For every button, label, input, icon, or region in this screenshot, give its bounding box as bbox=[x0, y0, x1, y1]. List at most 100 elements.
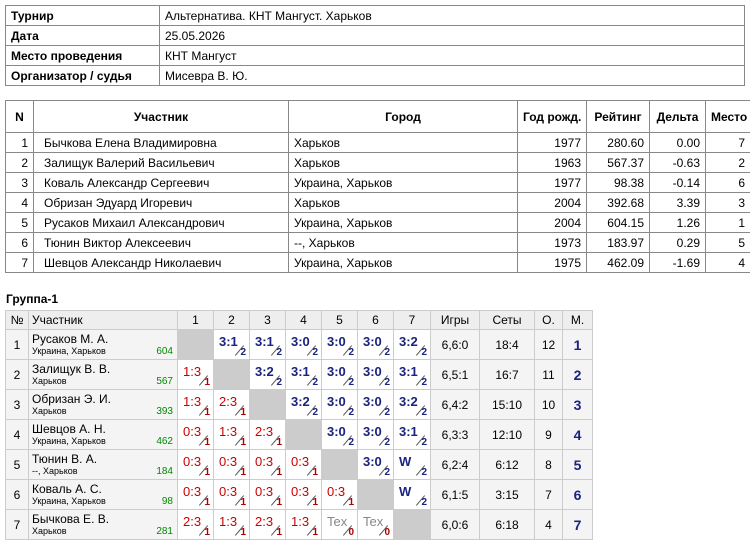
match-cell: 0:3 1 bbox=[177, 419, 214, 450]
match-points: 2 bbox=[421, 497, 427, 508]
match-score: 0:3 bbox=[183, 454, 202, 469]
match-score: 3:0 bbox=[327, 364, 346, 379]
info-row: Место проведения КНТ Мангуст bbox=[5, 45, 745, 66]
match-points: 0 bbox=[384, 527, 390, 538]
match-score: 3:0 bbox=[327, 424, 346, 439]
match-score: 1:3 bbox=[183, 394, 202, 409]
player-cell: 5 bbox=[705, 232, 750, 253]
participant-cell: Бычкова Е. В. Харьков 281 bbox=[28, 509, 178, 540]
match-score: 3:0 bbox=[363, 394, 382, 409]
group-title: Группа-1 bbox=[6, 292, 59, 306]
player-cell: Харьков bbox=[288, 132, 518, 153]
header-row: № Участник 1 2 3 4 5 6 7 Игры Сеты О. М. bbox=[5, 310, 593, 330]
match-cell: 0:3 1 bbox=[285, 449, 322, 480]
match-cell: Tex 0 bbox=[321, 509, 358, 540]
match-cell: 3:1 2 bbox=[213, 329, 250, 360]
player-cell: 0.00 bbox=[649, 132, 706, 153]
match-points: 1 bbox=[240, 467, 246, 478]
match-score: 0:3 bbox=[327, 484, 346, 499]
match-points: 1 bbox=[204, 497, 210, 508]
match-points: 2 bbox=[312, 407, 318, 418]
player-cell: 1.26 bbox=[649, 212, 706, 233]
match-points: 1 bbox=[312, 497, 318, 508]
participant-rating: 281 bbox=[156, 526, 173, 537]
participant-cell: Тюнин В. А. --, Харьков 184 bbox=[28, 449, 178, 480]
info-table: Турнир Альтернатива. КНТ Мангуст. Харьков… bbox=[5, 5, 745, 86]
points: 9 bbox=[534, 419, 563, 450]
row-number: 7 bbox=[5, 509, 29, 540]
player-cell: Обризан Эдуард Игоревич bbox=[33, 192, 289, 213]
participant-name: Обризан Э. И. bbox=[32, 391, 111, 406]
group-row: 6 Коваль А. С. Украина, Харьков 98 0:3 1 0:3 1 0… bbox=[5, 479, 593, 510]
match-cell: 1:3 1 bbox=[285, 509, 322, 540]
sets: 3:15 bbox=[479, 479, 535, 510]
match-points: 2 bbox=[348, 347, 354, 358]
match-cell: 3:0 2 bbox=[285, 329, 322, 360]
player-cell: 392.68 bbox=[586, 192, 650, 213]
match-score: 3:0 bbox=[363, 424, 382, 439]
player-cell: 2004 bbox=[517, 212, 587, 233]
match-points: 1 bbox=[204, 407, 210, 418]
match-points: 2 bbox=[276, 377, 282, 388]
group-table: № Участник 1 2 3 4 5 6 7 Игры Сеты О. М. 1 Русаков М. … bbox=[5, 310, 593, 540]
player-row: 7 Шевцов Александр Николаевич Украина, Хар… bbox=[5, 252, 750, 273]
player-cell: 0.29 bbox=[649, 232, 706, 253]
place: 3 bbox=[562, 389, 593, 420]
participant-cell: Русаков М. А. Украина, Харьков 604 bbox=[28, 329, 178, 360]
match-points: 2 bbox=[348, 377, 354, 388]
match-cell: 0:3 1 bbox=[249, 449, 286, 480]
match-score: 3:1 bbox=[291, 364, 310, 379]
participant-city: Украина, Харьков bbox=[32, 435, 106, 446]
group-row: 4 Шевцов А. Н. Украина, Харьков 462 0:3 1 1:3 1… bbox=[5, 419, 593, 450]
player-row: 1 Бычкова Елена Владимировна Харьков 1977 28… bbox=[5, 132, 750, 153]
match-points: 2 bbox=[312, 347, 318, 358]
info-label: Место проведения bbox=[5, 45, 160, 66]
place: 6 bbox=[562, 479, 593, 510]
match-cell: 3:0 2 bbox=[357, 419, 394, 450]
column-header: 7 bbox=[393, 310, 431, 330]
points: 7 bbox=[534, 479, 563, 510]
player-cell: Харьков bbox=[288, 152, 518, 173]
participant-rating: 98 bbox=[161, 496, 173, 507]
info-label: Дата bbox=[5, 25, 160, 46]
match-score: 3:0 bbox=[363, 334, 382, 349]
player-cell: 3 bbox=[705, 192, 750, 213]
match-cell: 3:0 2 bbox=[321, 359, 358, 390]
place: 7 bbox=[562, 509, 593, 540]
row-number: 5 bbox=[5, 449, 29, 480]
row-number: 3 bbox=[5, 389, 29, 420]
diagonal-cell bbox=[249, 389, 286, 420]
match-score: 3:0 bbox=[363, 364, 382, 379]
player-cell: 1963 bbox=[517, 152, 587, 173]
column-header: № bbox=[5, 310, 29, 330]
match-points: 1 bbox=[240, 407, 246, 418]
match-score: 3:2 bbox=[255, 364, 274, 379]
match-points: 1 bbox=[348, 497, 354, 508]
column-header: 2 bbox=[213, 310, 250, 330]
player-cell: 1973 bbox=[517, 232, 587, 253]
player-cell: Украина, Харьков bbox=[288, 252, 518, 273]
match-cell: 0:3 1 bbox=[321, 479, 358, 510]
points: 11 bbox=[534, 359, 563, 390]
match-score: 1:3 bbox=[291, 514, 310, 529]
match-score: 3:0 bbox=[327, 394, 346, 409]
match-points: 1 bbox=[240, 437, 246, 448]
match-cell: 3:0 2 bbox=[357, 329, 394, 360]
player-cell: 183.97 bbox=[586, 232, 650, 253]
match-points: 2 bbox=[421, 377, 427, 388]
player-row: 2 Залищук Валерий Васильевич Харьков 1963 56… bbox=[5, 152, 750, 173]
match-cell: 1:3 1 bbox=[213, 509, 250, 540]
match-cell: 2:3 1 bbox=[213, 389, 250, 420]
participant-name: Залищук В. В. bbox=[32, 361, 111, 376]
match-cell: 2:3 1 bbox=[177, 509, 214, 540]
match-cell: 3:2 2 bbox=[393, 389, 431, 420]
player-cell: 2004 bbox=[517, 192, 587, 213]
match-points: 1 bbox=[312, 527, 318, 538]
row-number: 4 bbox=[5, 419, 29, 450]
match-score: 0:3 bbox=[219, 484, 238, 499]
match-score: 2:3 bbox=[255, 514, 274, 529]
match-cell: 3:0 2 bbox=[321, 419, 358, 450]
games: 6,6:0 bbox=[430, 329, 480, 360]
